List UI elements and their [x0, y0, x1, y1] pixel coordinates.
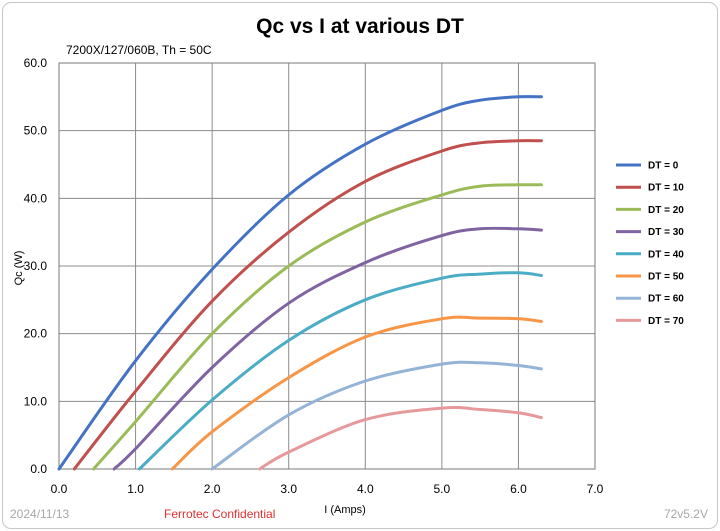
chart-subtitle: 7200X/127/060B, Th = 50C — [66, 43, 212, 57]
y-tick-label: 10.0 — [24, 394, 48, 408]
x-tick-label: 3.0 — [280, 482, 297, 496]
x-tick-label: 6.0 — [510, 482, 527, 496]
y-tick-label: 50.0 — [24, 124, 48, 138]
series-lines — [57, 95, 543, 471]
y-tick-label: 60.0 — [24, 56, 48, 70]
y-tick-label: 20.0 — [24, 327, 48, 341]
y-axis-label: Qc (W) — [13, 251, 25, 286]
x-tick-label: 7.0 — [587, 482, 604, 496]
x-tick-label: 5.0 — [434, 482, 451, 496]
legend: DT = 0 DT = 10 DT = 20 DT = 30 DT = 40 DT = 5… — [616, 161, 684, 327]
legend-label: DT = 60 — [648, 294, 684, 305]
series-line — [137, 271, 543, 471]
y-tick-label: 30.0 — [24, 259, 48, 273]
y-tick-labels: 0.0 10.0 20.0 30.0 40.0 50.0 60.0 — [24, 56, 48, 476]
legend-label: DT = 70 — [648, 316, 684, 327]
series-line — [258, 405, 543, 471]
x-axis-label: I (Amps) — [324, 504, 366, 516]
series-line — [92, 183, 543, 471]
footer-confidential: Ferrotec Confidential — [164, 507, 275, 521]
gridlines — [58, 62, 596, 470]
series-line — [210, 360, 543, 471]
legend-label: DT = 40 — [648, 249, 684, 260]
series-line — [57, 95, 543, 471]
x-tick-label: 2.0 — [204, 482, 221, 496]
footer-date: 2024/11/13 — [10, 507, 69, 521]
legend-label: DT = 10 — [648, 183, 684, 194]
y-tick-label: 40.0 — [24, 191, 48, 205]
x-tick-label: 4.0 — [357, 482, 374, 496]
series-line — [72, 139, 543, 471]
series-line — [112, 226, 543, 471]
x-tick-labels: 0.0 1.0 2.0 3.0 4.0 5.0 6.0 7.0 — [51, 482, 604, 496]
legend-label: DT = 50 — [648, 272, 684, 283]
x-tick-label: 1.0 — [127, 482, 144, 496]
y-tick-label: 0.0 — [30, 462, 47, 476]
plot-area-border — [58, 62, 596, 470]
legend-label: DT = 30 — [648, 227, 684, 238]
x-tick-label: 0.0 — [51, 482, 68, 496]
legend-label: DT = 0 — [648, 161, 679, 172]
series-line — [170, 315, 543, 471]
legend-label: DT = 20 — [648, 205, 684, 216]
chart-title: Qc vs I at various DT — [256, 15, 464, 38]
footer-version: 72v5.2V — [664, 507, 708, 521]
